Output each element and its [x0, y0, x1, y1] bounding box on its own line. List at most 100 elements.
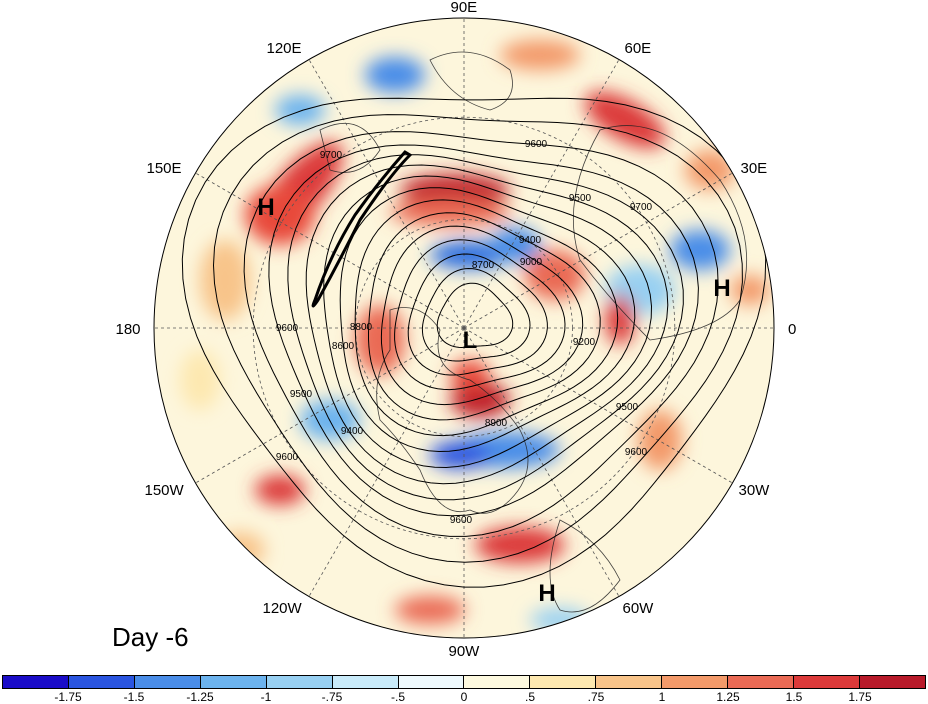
- colorbar-swatch: [266, 676, 333, 688]
- colorbar-tick-label: -.5: [390, 690, 406, 704]
- colorbar-swatch: [728, 676, 795, 688]
- anomaly-blob: [475, 527, 565, 563]
- contour-label: 8600: [332, 341, 355, 352]
- thick-contour: [311, 150, 413, 308]
- longitude-label: 180: [115, 321, 141, 338]
- high-pressure-label: H: [538, 580, 555, 607]
- contour-label: 9600: [525, 139, 548, 150]
- anomaly-blob: [365, 57, 425, 93]
- anomaly-blob: [390, 198, 510, 226]
- height-contour: [305, 164, 669, 485]
- height-contour: [339, 187, 636, 453]
- contour-labels: 9700 9600 9500 9400 9000 8700 8800 8600 9200 9600…: [276, 139, 653, 526]
- contour-label: 9700: [630, 202, 653, 213]
- colorbar-tick-label: -1.75: [54, 690, 82, 704]
- contour-label: 8800: [350, 322, 373, 333]
- anomaly-blob: [670, 230, 730, 270]
- meridian-line: [195, 172, 465, 329]
- colorbar-tick-label: 1.25: [716, 690, 740, 704]
- graticule: [154, 18, 774, 638]
- longitude-label: 0: [788, 321, 797, 338]
- meridian-line: [308, 59, 465, 329]
- height-contours: [181, 97, 767, 588]
- colorbar-tick-label: 1.75: [848, 690, 872, 704]
- contour-label: 9600: [625, 447, 648, 458]
- colorbar-tick-label: -1.5: [123, 690, 145, 704]
- meridian-line: [308, 327, 465, 597]
- anomaly-blob: [450, 360, 490, 390]
- meridian-line: [463, 172, 733, 329]
- contour-label: 9600: [276, 323, 299, 334]
- low-pressure-label: L: [463, 327, 478, 354]
- colorbar-tick-label: -.75: [321, 690, 343, 704]
- height-contour: [407, 253, 548, 376]
- colorbar-swatch: [200, 676, 267, 688]
- contour-label: 9700: [320, 150, 343, 161]
- anomaly-blob: [730, 275, 770, 305]
- colorbar-swatch: [859, 676, 925, 688]
- height-contour: [394, 239, 566, 391]
- pressure-centers: H H H L: [257, 194, 730, 607]
- anomaly-blob: [215, 532, 265, 568]
- height-contour: [212, 114, 743, 563]
- colorbar-swatch: [794, 676, 860, 688]
- anomaly-blob: [395, 596, 465, 624]
- height-contour: [287, 154, 684, 501]
- height-contour: [368, 212, 601, 421]
- contour-label: 8700: [472, 260, 495, 271]
- height-contour: [436, 282, 514, 349]
- anomaly-blob: [275, 95, 325, 125]
- longitude-label: 60W: [622, 600, 654, 617]
- height-contour: [380, 225, 584, 406]
- height-contour: [243, 131, 719, 537]
- coastline: [429, 51, 513, 111]
- longitude-label: 120E: [266, 40, 302, 57]
- anomaly-blob: [638, 410, 682, 470]
- longitude-label: 120W: [262, 600, 302, 617]
- colorbar-swatch: [464, 676, 531, 688]
- height-contour: [323, 175, 653, 469]
- longitude-label: 60E: [624, 40, 652, 57]
- anomaly-field: [180, 40, 770, 632]
- longitude-label: 150W: [144, 482, 184, 499]
- anomaly-blob: [180, 350, 220, 410]
- contour-label: 9400: [341, 426, 364, 437]
- height-contour: [181, 97, 767, 588]
- longitude-label: 30E: [740, 160, 768, 177]
- contour-label: 9500: [616, 402, 639, 413]
- anomaly-blob: [525, 250, 585, 300]
- anomaly-blob: [584, 91, 666, 149]
- meridian-line: [463, 327, 733, 484]
- colorbar-swatch: [332, 676, 399, 688]
- contour-label: 9500: [569, 193, 592, 204]
- contour-label: 9200: [573, 337, 596, 348]
- coastline: [572, 125, 748, 341]
- colorbar-tick-label: -1: [260, 690, 272, 704]
- contour-label: 9600: [450, 515, 473, 526]
- longitude-label: 90W: [448, 643, 480, 660]
- colorbar: [2, 675, 926, 689]
- map-boundary: [153, 17, 775, 639]
- colorbar-swatch: [3, 676, 69, 688]
- anomaly-blob: [500, 40, 580, 70]
- contour-label: 9400: [519, 235, 542, 246]
- anomaly-blob: [450, 382, 510, 418]
- anomaly-blob: [430, 241, 510, 269]
- contour-label: 9000: [520, 257, 543, 268]
- height-contour: [268, 144, 699, 517]
- high-pressure-label: H: [713, 275, 730, 302]
- colorbar-tick-label: 0: [460, 690, 468, 704]
- colorbar-tick-label: .75: [587, 690, 605, 704]
- colorbar-swatch: [596, 676, 663, 688]
- longitude-label: 90E: [450, 0, 478, 16]
- high-pressure-label: H: [257, 194, 274, 221]
- colorbar-swatch: [68, 676, 135, 688]
- colorbar-swatch: [398, 676, 465, 688]
- meridian-line: [463, 327, 620, 597]
- anomaly-blob: [200, 240, 250, 320]
- meridian-line: [195, 327, 465, 484]
- colorbar-swatch: [134, 676, 201, 688]
- longitude-label: 150E: [146, 160, 182, 177]
- height-contour: [354, 199, 619, 437]
- contour-label: 9500: [290, 389, 313, 400]
